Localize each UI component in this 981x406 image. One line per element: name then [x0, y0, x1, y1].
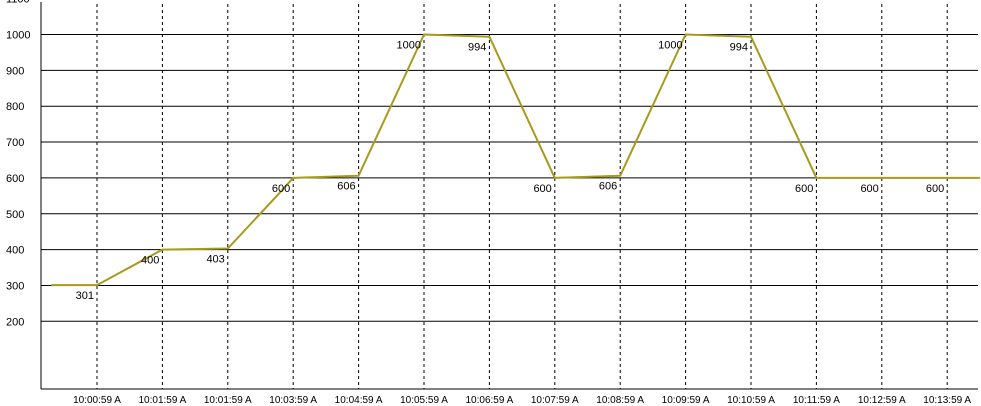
x-tick-label: 10:05:59 A — [400, 395, 448, 406]
y-tick-label: 200 — [6, 316, 24, 328]
x-tick-label: 10:11:59 A — [793, 395, 840, 406]
data-label: 403 — [206, 254, 224, 266]
y-tick-label: 300 — [6, 280, 24, 292]
y-tick-label: 700 — [6, 137, 24, 149]
data-label: 600 — [272, 183, 290, 195]
x-tick-label: 10:08:59 A — [596, 395, 644, 406]
x-tick-label: 10:07:59 A — [531, 395, 579, 406]
y-tick-label: 400 — [6, 245, 24, 257]
x-tick-label: 10:04:59 A — [335, 395, 383, 406]
data-label: 1000 — [397, 40, 421, 52]
data-label: 600 — [926, 183, 944, 195]
y-tick-label: 900 — [6, 65, 24, 77]
y-tick-label: 500 — [6, 209, 24, 221]
x-tick-label: 10:03:59 A — [269, 395, 317, 406]
y-tick-label: 1100 — [6, 0, 30, 6]
x-tick-label: 10:01:59 A — [204, 395, 252, 406]
data-label: 301 — [76, 290, 94, 302]
y-tick-label: 1000 — [6, 30, 30, 42]
x-tick-label: 10:09:59 A — [662, 395, 710, 406]
x-tick-label: 10:06:59 A — [465, 395, 513, 406]
data-label: 600 — [860, 183, 878, 195]
series-group — [51, 33, 980, 287]
grid — [41, 4, 978, 389]
data-labels: 301 400 403 600 606 1000 994 600 606 1000 994 600 60… — [76, 40, 945, 303]
data-label: 1000 — [658, 40, 682, 52]
x-tick-label: 10:00:59 A — [73, 395, 121, 406]
data-label: 994 — [730, 42, 748, 54]
y-tick-label: 800 — [6, 101, 24, 113]
data-label: 606 — [337, 181, 355, 193]
y-axis-ticks: 200 300 400 500 600 700 800 900 1000 1100 — [6, 0, 30, 328]
x-tick-label: 10:12:59 A — [858, 395, 906, 406]
data-label: 600 — [533, 183, 551, 195]
axes — [40, 2, 978, 390]
x-tick-label: 10:10:59 A — [727, 395, 775, 406]
data-label: 600 — [795, 183, 813, 195]
x-tick-label: 10:01:59 A — [138, 395, 186, 406]
x-axis-ticks: 10:00:59 A 10:01:59 A 10:01:59 A 10:03:59 A… — [73, 395, 971, 406]
data-label: 606 — [599, 181, 617, 193]
series-line — [51, 33, 980, 287]
y-tick-label: 600 — [6, 173, 24, 185]
x-tick-label: 10:13:59 A — [923, 395, 971, 406]
data-label: 994 — [468, 42, 486, 54]
data-label: 400 — [141, 255, 159, 267]
